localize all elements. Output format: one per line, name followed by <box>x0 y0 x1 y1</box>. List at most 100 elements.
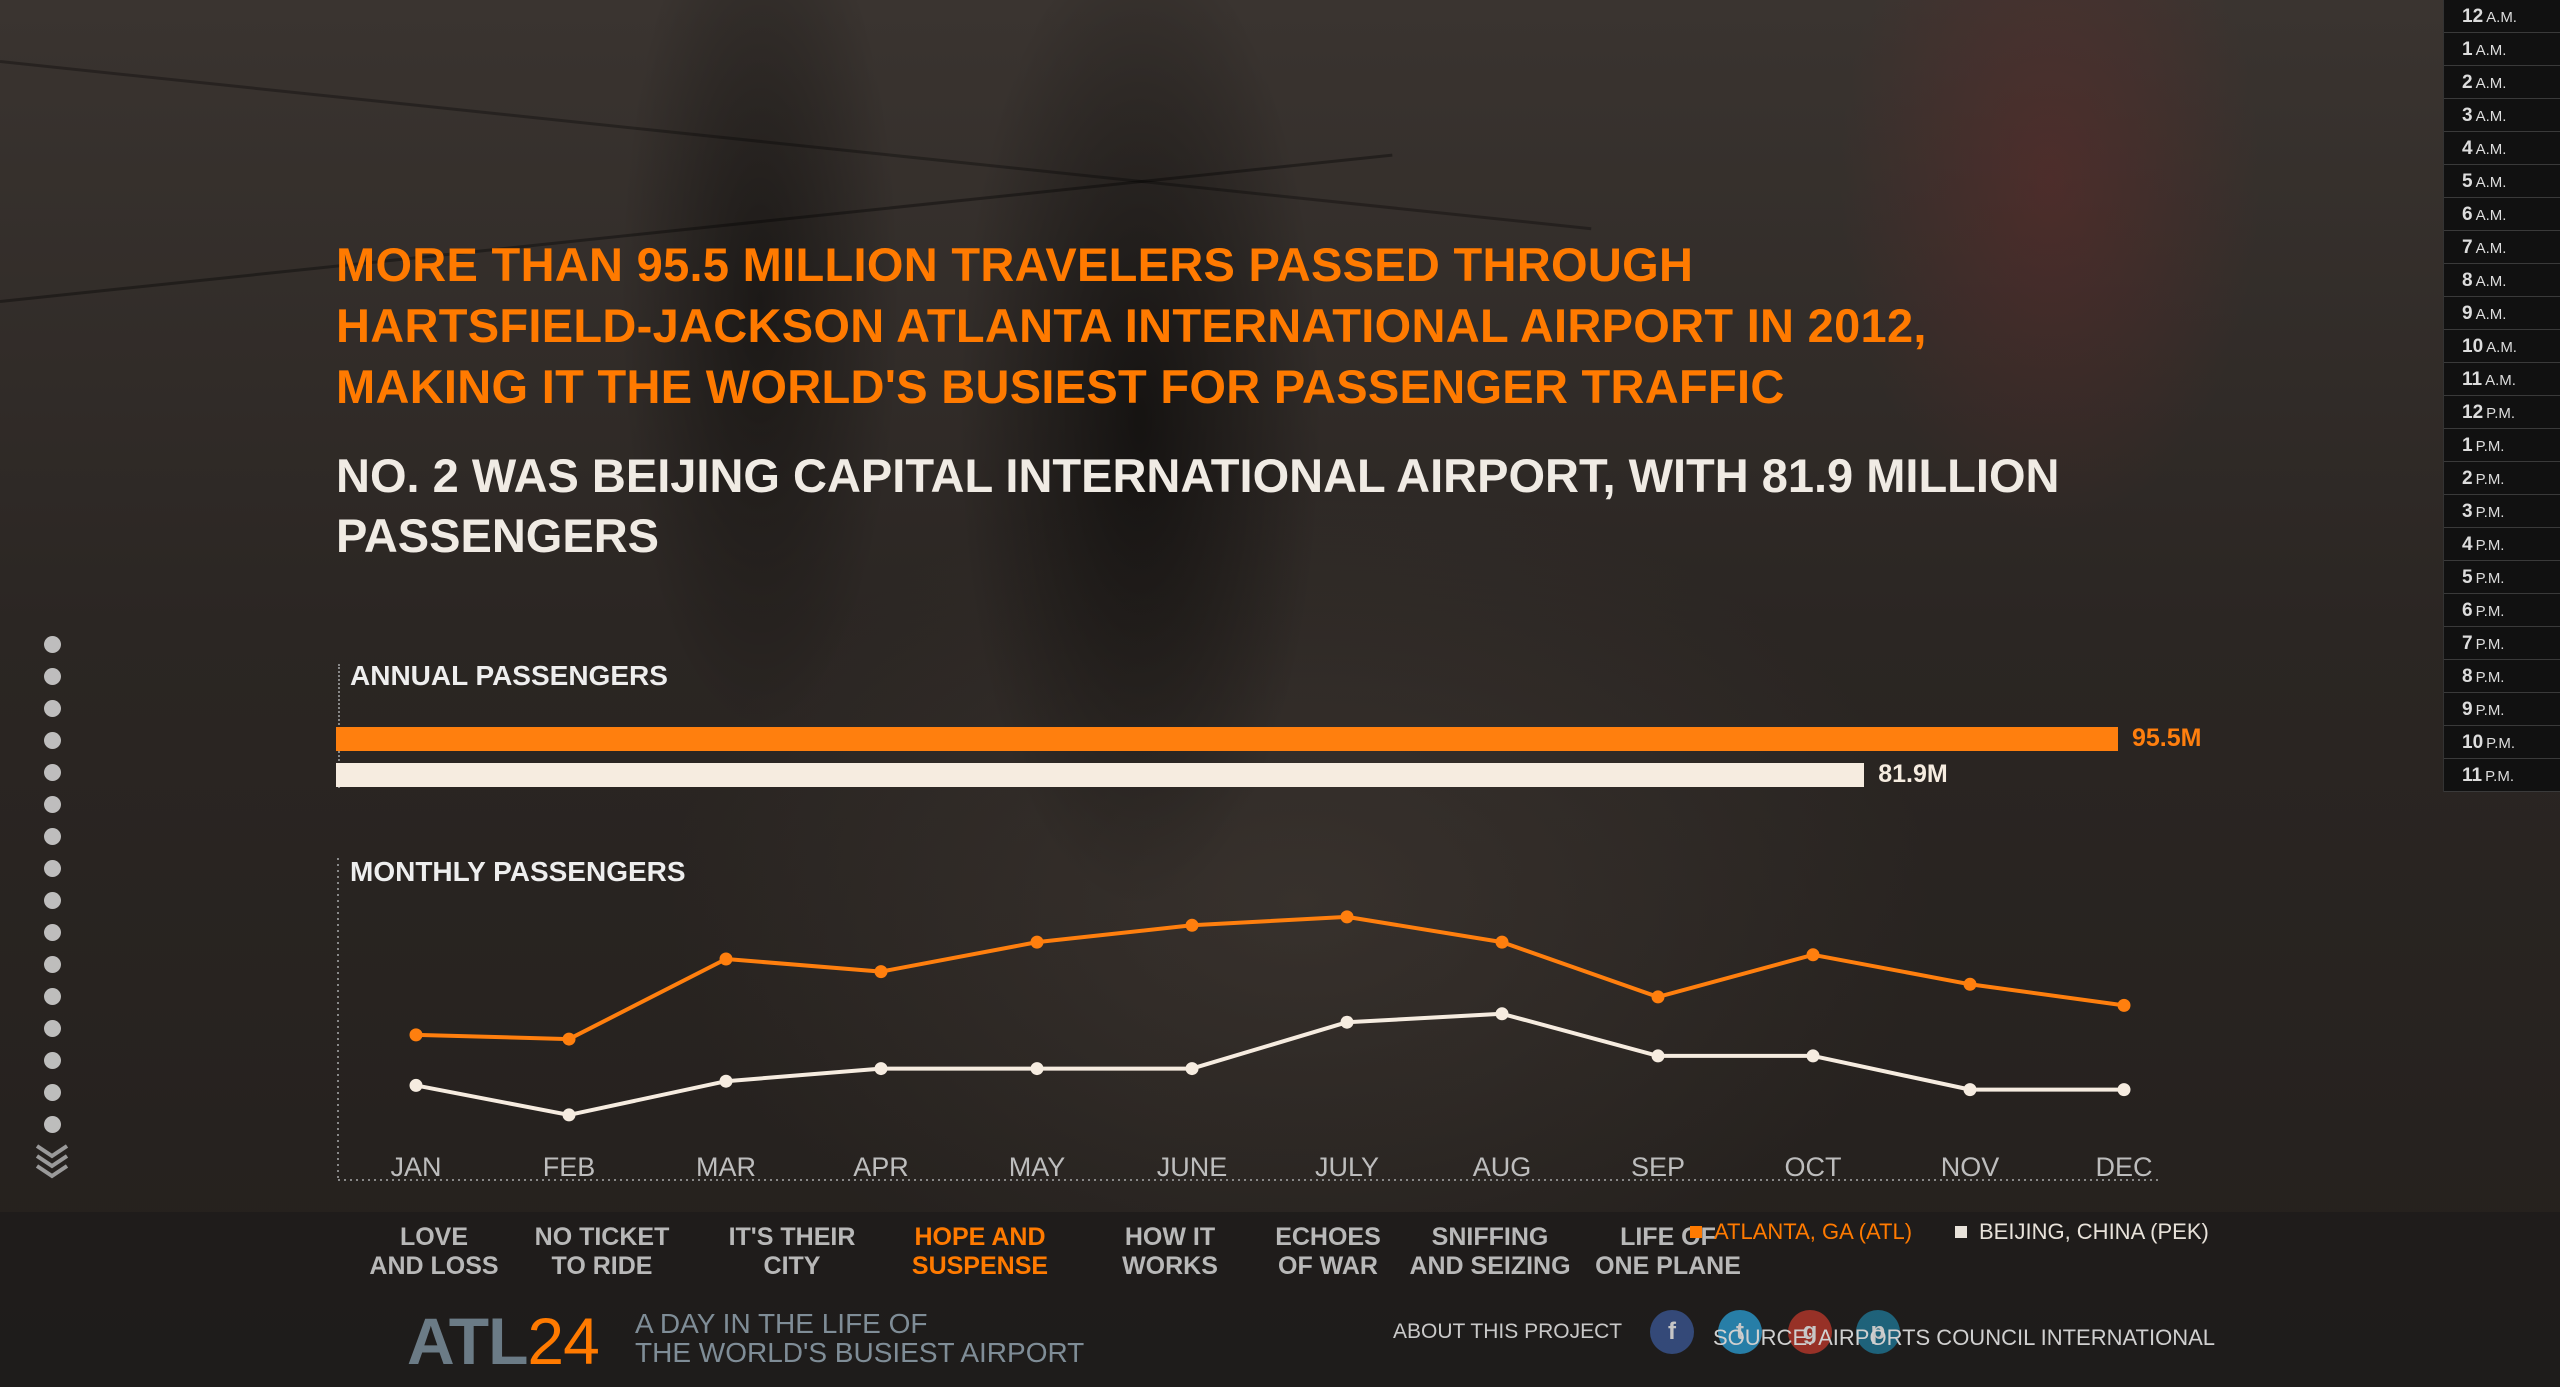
hour-item[interactable]: 5 A.M. <box>2444 165 2560 198</box>
legend-item-pek: BEIJING, CHINA (PEK) <box>1955 1219 2209 1245</box>
subheadline-line: NO. 2 WAS BEIJING CAPITAL INTERNATIONAL … <box>336 449 2060 502</box>
google-plus-icon[interactable]: g <box>1788 1310 1832 1354</box>
section-dot[interactable] <box>44 892 61 909</box>
story-link[interactable]: IT'S THEIR CITY <box>728 1223 856 1280</box>
section-dot[interactable] <box>44 668 61 685</box>
hour-item[interactable]: 10 A.M. <box>2444 330 2560 363</box>
hour-suffix: A.M. <box>2475 141 2507 158</box>
section-dot[interactable] <box>44 1084 61 1101</box>
hour-number: 1 <box>2462 435 2473 456</box>
section-dot[interactable] <box>44 924 61 941</box>
hour-item[interactable]: 1 A.M. <box>2444 33 2560 66</box>
hour-number: 9 <box>2462 303 2473 324</box>
hour-number: 5 <box>2462 171 2473 192</box>
footer-bar <box>0 1212 2560 1387</box>
hour-number: 1 <box>2462 39 2473 60</box>
hour-item[interactable]: 7 P.M. <box>2444 627 2560 660</box>
monthly-chart-title: MONTHLY PASSENGERS <box>350 856 686 887</box>
hour-item[interactable]: 9 A.M. <box>2444 297 2560 330</box>
hour-item[interactable]: 2 A.M. <box>2444 66 2560 99</box>
section-dot[interactable] <box>44 1052 61 1069</box>
section-dot[interactable] <box>44 828 61 845</box>
hour-suffix: P.M. <box>2475 702 2505 719</box>
hour-item[interactable]: 6 A.M. <box>2444 198 2560 231</box>
hour-suffix: P.M. <box>2475 438 2505 455</box>
atl24-logo[interactable]: ATL24 <box>407 1303 600 1379</box>
hour-number: 6 <box>2462 204 2473 225</box>
hour-number: 7 <box>2462 633 2473 654</box>
story-link[interactable]: NO TICKET TO RIDE <box>534 1223 670 1280</box>
annual-bar-atl <box>336 727 2118 751</box>
story-link[interactable]: HOW IT WORKS <box>1122 1223 1218 1280</box>
hour-nav: 12 A.M. 1 A.M. 2 A.M. 3 A.M. 4 A.M. 5 A.M. 6 A.M. 7 A.M… <box>2443 0 2560 792</box>
hour-number: 11 <box>2462 369 2483 390</box>
hour-suffix: P.M. <box>2475 471 2505 488</box>
section-dot[interactable] <box>44 764 61 781</box>
hour-suffix: P.M. <box>2475 669 2505 686</box>
headline-line: MAKING IT THE WORLD'S BUSIEST FOR PASSEN… <box>336 360 1785 413</box>
story-link[interactable]: ECHOES OF WAR <box>1275 1223 1381 1280</box>
headline-line: MORE THAN 95.5 MILLION TRAVELERS PASSED … <box>336 238 1694 291</box>
hour-number: 9 <box>2462 699 2473 720</box>
section-dot[interactable] <box>44 636 61 653</box>
section-dot[interactable] <box>44 860 61 877</box>
hour-suffix: P.M. <box>2475 603 2505 620</box>
headline-line: HARTSFIELD-JACKSON ATLANTA INTERNATIONAL… <box>336 299 1927 352</box>
hour-item[interactable]: 3 A.M. <box>2444 99 2560 132</box>
hour-item[interactable]: 11 A.M. <box>2444 363 2560 396</box>
hour-number: 10 <box>2462 732 2484 753</box>
legend-swatch <box>1690 1226 1702 1238</box>
hour-item[interactable]: 1 P.M. <box>2444 429 2560 462</box>
chevron-down-icon[interactable] <box>34 1142 70 1182</box>
story-link[interactable]: LOVE AND LOSS <box>369 1223 499 1280</box>
hour-item[interactable]: 9 P.M. <box>2444 693 2560 726</box>
section-dot[interactable] <box>44 796 61 813</box>
hour-item[interactable]: 5 P.M. <box>2444 561 2560 594</box>
hour-item[interactable]: 12 A.M. <box>2444 0 2560 33</box>
hour-number: 4 <box>2462 534 2473 555</box>
hour-item[interactable]: 10 P.M. <box>2444 726 2560 759</box>
hour-item[interactable]: 7 A.M. <box>2444 231 2560 264</box>
annual-chart-title: ANNUAL PASSENGERS <box>350 660 668 691</box>
section-dot[interactable] <box>44 732 61 749</box>
hour-item[interactable]: 2 P.M. <box>2444 462 2560 495</box>
pinterest-icon[interactable]: p <box>1856 1310 1900 1354</box>
hour-number: 3 <box>2462 501 2473 522</box>
hour-number: 4 <box>2462 138 2473 159</box>
hour-number: 6 <box>2462 600 2473 621</box>
section-dot[interactable] <box>44 1116 61 1133</box>
hour-suffix: P.M. <box>2475 636 2505 653</box>
hour-number: 5 <box>2462 567 2473 588</box>
section-dot[interactable] <box>44 700 61 717</box>
hour-item[interactable]: 6 P.M. <box>2444 594 2560 627</box>
hour-item[interactable]: 4 P.M. <box>2444 528 2560 561</box>
hour-number: 12 <box>2462 402 2484 423</box>
hour-number: 10 <box>2462 336 2484 357</box>
hour-number: 11 <box>2462 765 2483 786</box>
story-link[interactable]: HOPE AND SUSPENSE <box>911 1223 1049 1280</box>
section-dot[interactable] <box>44 988 61 1005</box>
hour-suffix: A.M. <box>2475 75 2507 92</box>
hour-item[interactable]: 4 A.M. <box>2444 132 2560 165</box>
hour-number: 3 <box>2462 105 2473 126</box>
annual-bar-pek-value: 81.9M <box>1878 760 1948 788</box>
hour-item[interactable]: 3 P.M. <box>2444 495 2560 528</box>
subheadline-line: PASSENGERS <box>336 509 659 562</box>
hour-item[interactable]: 8 P.M. <box>2444 660 2560 693</box>
site-tagline: A DAY IN THE LIFE OF THE WORLD'S BUSIEST… <box>635 1308 1085 1368</box>
hour-suffix: P.M. <box>2485 768 2514 785</box>
story-link[interactable]: SNIFFING AND SEIZING <box>1409 1223 1571 1280</box>
about-project-link[interactable]: ABOUT THIS PROJECT <box>1393 1320 1623 1343</box>
hour-number: 2 <box>2462 468 2473 489</box>
hour-suffix: A.M. <box>2486 339 2517 356</box>
section-dot[interactable] <box>44 956 61 973</box>
section-dot[interactable] <box>44 1020 61 1037</box>
facebook-icon[interactable]: f <box>1650 1310 1694 1354</box>
hour-item[interactable]: 11 P.M. <box>2444 759 2560 792</box>
hour-item[interactable]: 12 P.M. <box>2444 396 2560 429</box>
story-link[interactable]: LIFE OF ONE PLANE <box>1595 1223 1741 1280</box>
twitter-icon[interactable]: t <box>1718 1310 1762 1354</box>
hour-item[interactable]: 8 A.M. <box>2444 264 2560 297</box>
headline: MORE THAN 95.5 MILLION TRAVELERS PASSED … <box>336 234 2236 417</box>
